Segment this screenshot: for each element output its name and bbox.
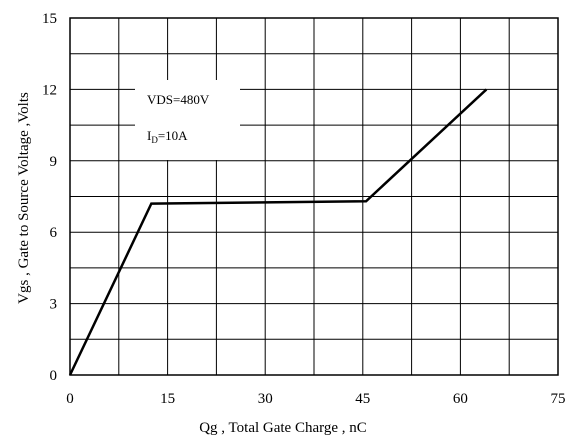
y-tick-label: 15 <box>42 11 57 27</box>
annotation-background <box>135 80 240 160</box>
x-tick-label: 60 <box>453 391 468 407</box>
x-tick-label: 45 <box>355 391 370 407</box>
series-line <box>68 88 488 376</box>
x-axis-label: Qg , Total Gate Charge , nC <box>199 420 367 436</box>
x-tick-label: 0 <box>66 391 74 407</box>
x-tick-labels: 0 15 30 45 60 75 <box>66 391 565 407</box>
y-tick-label: 3 <box>50 297 58 313</box>
annotation-id-main: I <box>147 128 151 143</box>
y-tick-label: 6 <box>50 225 58 241</box>
y-tick-label: 9 <box>50 154 58 170</box>
annotation-id-value: =10A <box>158 128 188 143</box>
annotation-id: ID=10A <box>147 128 188 145</box>
y-tick-label: 0 <box>50 368 58 384</box>
plot-frame <box>69 17 559 376</box>
data-series <box>68 88 488 376</box>
x-tick-label: 75 <box>551 391 566 407</box>
annotation-id-sub: D <box>151 135 158 145</box>
y-tick-label: 12 <box>42 82 57 98</box>
x-tick-label: 30 <box>258 391 273 407</box>
y-axis-label: Vgs , Gate to Source Voltage ,Volts <box>16 92 32 304</box>
grid-lines <box>70 18 558 375</box>
x-tick-label: 15 <box>160 391 175 407</box>
y-tick-labels: 0 3 6 9 12 15 <box>42 11 58 384</box>
annotation-vds: VDS=480V <box>147 92 210 107</box>
